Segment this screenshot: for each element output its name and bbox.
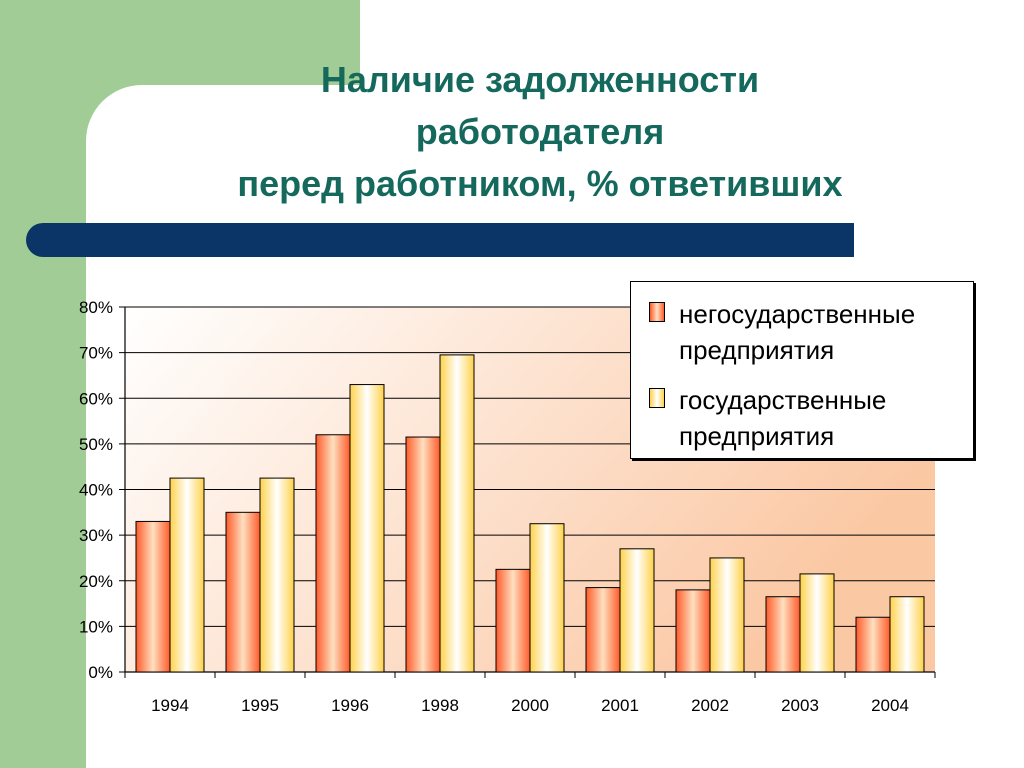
chart-legend: негосударственные предприятия государств… — [630, 281, 974, 459]
y-tick-label: 50% — [79, 435, 113, 454]
x-tick-label: 2002 — [691, 696, 729, 715]
bar-state — [169, 477, 205, 673]
bar-nonstate — [315, 434, 351, 673]
bar-state — [439, 354, 475, 673]
x-tick-label: 2003 — [781, 696, 819, 715]
bar-state — [619, 548, 655, 673]
y-tick-label: 0% — [88, 663, 113, 682]
bar-state — [349, 384, 385, 673]
x-tick-label: 1994 — [151, 696, 189, 715]
title-line-3: перед работником, % ответивших — [237, 163, 843, 204]
title-line-2: работодателя — [415, 111, 665, 152]
bar-nonstate — [225, 511, 261, 673]
legend-swatch-nonstate — [649, 302, 665, 322]
x-tick-label: 1996 — [331, 696, 369, 715]
bar-state — [259, 477, 295, 673]
bar-state — [889, 596, 925, 673]
y-tick-label: 10% — [79, 617, 113, 636]
bar-nonstate — [855, 616, 891, 673]
bar-nonstate — [765, 596, 801, 673]
slide-title: Наличие задолженности работодателя перед… — [120, 54, 960, 210]
x-tick-label: 2001 — [601, 696, 639, 715]
x-tick-label: 2004 — [871, 696, 909, 715]
bar-nonstate — [135, 520, 171, 673]
bar-state — [529, 523, 565, 673]
x-tick-label: 1995 — [241, 696, 279, 715]
y-tick-label: 70% — [79, 344, 113, 363]
bar-nonstate — [585, 587, 621, 673]
legend-label-state: государственные предприятия — [679, 385, 887, 451]
top-background — [360, 0, 1024, 100]
legend-label-nonstate: негосударственные предприятия — [679, 299, 916, 365]
legend-swatch-state — [649, 388, 665, 408]
y-tick-label: 80% — [79, 298, 113, 317]
bar-state — [799, 573, 835, 673]
y-tick-label: 60% — [79, 389, 113, 408]
y-tick-label: 20% — [79, 572, 113, 591]
y-tick-label: 40% — [79, 481, 113, 500]
bar-nonstate — [495, 568, 531, 673]
y-tick-label: 30% — [79, 526, 113, 545]
title-underline-bar — [26, 223, 854, 257]
bar-nonstate — [405, 436, 441, 673]
bar-nonstate — [675, 589, 711, 673]
title-line-1: Наличие задолженности — [320, 59, 760, 100]
bar-state — [709, 557, 745, 673]
x-tick-label: 1998 — [421, 696, 459, 715]
x-tick-label: 2000 — [511, 696, 549, 715]
